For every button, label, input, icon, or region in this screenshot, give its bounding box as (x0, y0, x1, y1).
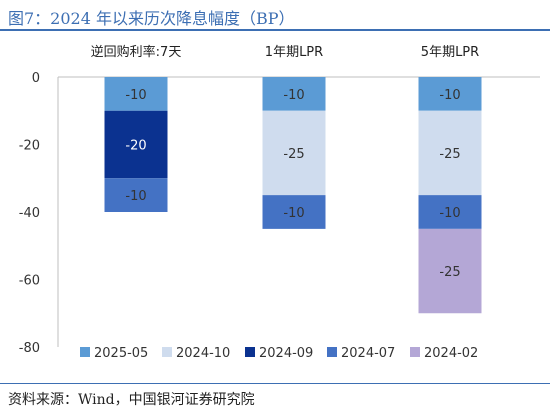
bar-segment (104, 77, 168, 111)
bar-segment (262, 195, 326, 229)
category-label: 1年期LPR (265, 45, 323, 60)
legend-label: 2025-05 (94, 346, 148, 361)
y-tick-label: -60 (19, 274, 40, 289)
source-divider (0, 383, 550, 384)
source-note: 资料来源：Wind，中国银河证券研究院 (8, 392, 255, 408)
legend-swatch (327, 347, 337, 357)
bar-chart: 0 -20 -40 -60 -80 逆回购利率:7天 1年期LPR 5年期LPR -10 -2… (19, 44, 540, 361)
y-tick-label: 0 (32, 71, 40, 86)
bar-segment (418, 228, 482, 314)
data-label: -25 (439, 147, 460, 162)
legend-swatch (80, 347, 90, 357)
data-label: -10 (283, 88, 304, 103)
data-label: -10 (439, 88, 460, 103)
data-label: -10 (125, 189, 146, 204)
bar-segment (104, 178, 168, 212)
bar-segment (262, 77, 326, 111)
chart-title: 图7：2024 年以来历次降息幅度（BP） (8, 9, 295, 28)
data-label: -25 (439, 265, 460, 280)
title-divider (0, 29, 550, 31)
legend: 2025-05 2024-10 2024-09 2024-07 2024-02 (80, 346, 478, 361)
legend-label: 2024-10 (176, 346, 230, 361)
y-axis: 0 -20 -40 -60 -80 (19, 71, 40, 356)
data-label: -20 (125, 139, 146, 154)
data-label: -25 (283, 147, 304, 162)
category-label: 5年期LPR (421, 45, 479, 60)
category-label: 逆回购利率:7天 (91, 44, 182, 60)
legend-swatch (410, 347, 420, 357)
y-tick-label: -20 (19, 139, 40, 154)
data-label: -10 (283, 206, 304, 221)
legend-swatch (245, 347, 255, 357)
legend-label: 2024-07 (341, 346, 395, 361)
bar-segment (104, 110, 168, 179)
data-label: -10 (125, 88, 146, 103)
bar-segment (418, 110, 482, 196)
bar-segment (418, 195, 482, 229)
category-labels: 逆回购利率:7天 1年期LPR 5年期LPR (91, 44, 480, 60)
legend-swatch (162, 347, 172, 357)
bar-segment (418, 77, 482, 111)
y-tick-label: -40 (19, 206, 40, 221)
legend-label: 2024-02 (424, 346, 478, 361)
bar-segment (262, 110, 326, 196)
legend-label: 2024-09 (259, 346, 313, 361)
y-tick-label: -80 (19, 341, 40, 356)
bars: -10 -20 -10 -10 -25 -10 -10 -25 -10 -25 (104, 77, 482, 314)
data-label: -10 (439, 206, 460, 221)
